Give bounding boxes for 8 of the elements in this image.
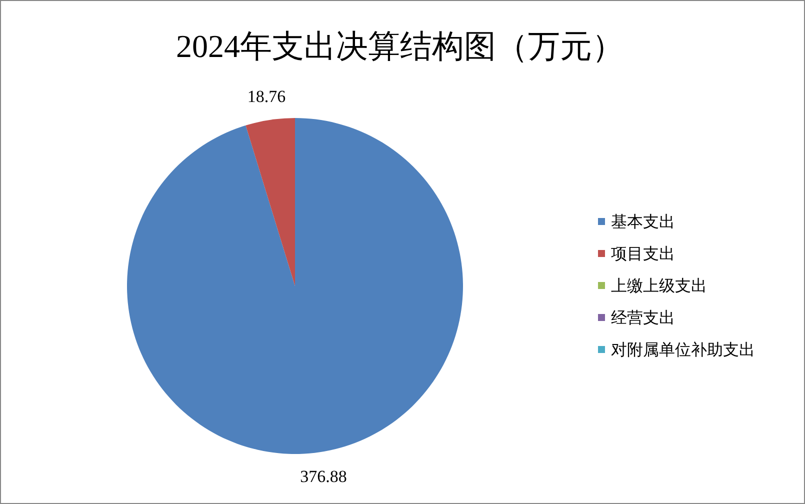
chart-title: 2024年支出决算结构图（万元） — [176, 28, 624, 64]
legend-label: 基本支出 — [611, 213, 675, 231]
legend-label: 对附属单位补助支出 — [611, 341, 755, 359]
data-label: 376.88 — [300, 466, 347, 486]
data-label: 18.76 — [247, 87, 286, 106]
legend-label: 经营支出 — [611, 309, 675, 327]
legend-label: 项目支出 — [611, 245, 675, 263]
legend-label: 上缴上级支出 — [611, 277, 707, 295]
